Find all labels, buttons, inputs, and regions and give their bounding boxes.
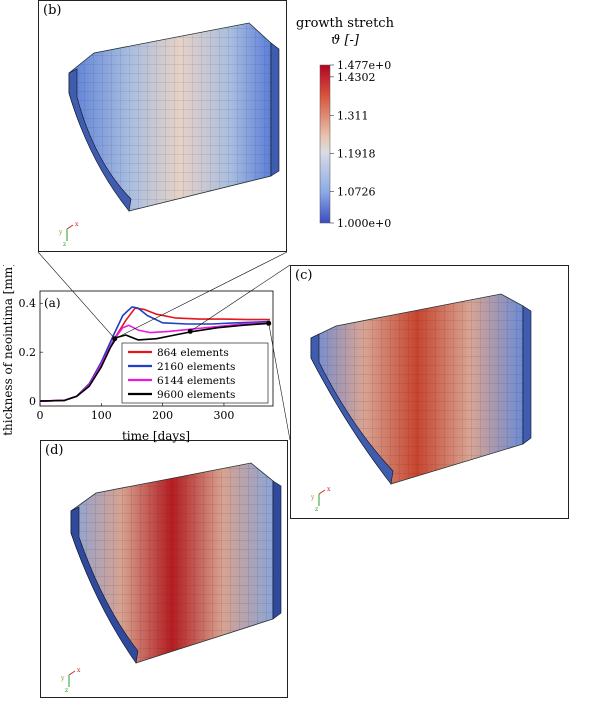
panel-c-render: z y x xyxy=(310,293,532,513)
legend-label: 864 elements xyxy=(157,347,229,359)
colorbar-tick-label: 1.477e+0 xyxy=(337,59,391,72)
triad-y-label: y xyxy=(58,229,63,236)
triad-x-label: x xyxy=(77,667,81,674)
y-tick-label: 0.2 xyxy=(19,346,37,359)
triad-z-label: z xyxy=(65,687,68,694)
colorbar-title-line2: ϑ [-] xyxy=(331,33,360,48)
panel-b-label: (b) xyxy=(43,3,62,18)
axes-triad-b: z y x xyxy=(58,221,79,248)
x-tick-label: 300 xyxy=(213,409,234,422)
triad-z-label: z xyxy=(315,506,318,513)
triad-x-label: x xyxy=(327,486,331,493)
chart-panel-label: (a) xyxy=(44,296,61,310)
axes-triad-d: z y x xyxy=(60,667,81,694)
panel-c-label: (c) xyxy=(295,268,313,283)
panel-b-render: z y x xyxy=(58,22,280,248)
colorbar: growth stretch ϑ [-] 1.477e+01.4302 1.311… xyxy=(296,16,395,230)
chart-xlabel: time [days] xyxy=(122,429,190,443)
x-tick-label: 100 xyxy=(91,409,112,422)
panel-c: (c) z y x xyxy=(290,265,569,519)
colorbar-tick-label: 1.4302 xyxy=(337,71,376,84)
panel-b: (b) z y x xyxy=(38,0,287,252)
legend-label: 9600 elements xyxy=(157,389,235,401)
chart-legend: 864 elements 2160 elements 6144 elements 96… xyxy=(121,342,269,404)
y-tick-label: 0 xyxy=(29,395,36,408)
chart-ticks: 0 100 200 300 0 0.2 0.4 xyxy=(19,297,235,422)
marker-point xyxy=(187,328,193,334)
tube-model-b xyxy=(68,22,280,212)
colorbar-title-line1: growth stretch xyxy=(296,16,395,31)
tube-model-d xyxy=(70,462,282,664)
x-tick-label: 200 xyxy=(152,409,173,422)
chart-ylabel: thickness of neointima [mm] xyxy=(1,265,15,436)
colorbar-tick-label: 1.000e+0 xyxy=(337,217,391,230)
marker-point xyxy=(266,320,272,326)
legend-label: 6144 elements xyxy=(157,375,235,387)
colorbar-gradient xyxy=(319,64,331,224)
colorbar-tick-label: 1.1918 xyxy=(337,147,376,160)
chart-a: (a) 0 100 200 300 0 0.2 0.4 time [days] thickn… xyxy=(1,265,274,443)
triad-y-label: y xyxy=(310,494,315,501)
colorbar-tick-label: 1.0726 xyxy=(337,185,376,198)
panel-d-render: z y x xyxy=(60,462,282,694)
axes-triad-c: z y x xyxy=(310,486,331,513)
colorbar-ticks: 1.477e+01.4302 1.311 1.1918 1.0726 1.000e+0 xyxy=(330,59,391,230)
triad-y-label: y xyxy=(60,675,65,682)
legend-label: 2160 elements xyxy=(157,361,235,373)
y-tick-label: 0.4 xyxy=(19,297,37,310)
tube-model-c xyxy=(310,293,532,485)
panel-d: (d) z y x xyxy=(40,440,288,698)
colorbar-tick-label: 1.311 xyxy=(337,110,369,123)
triad-x-label: x xyxy=(75,221,79,228)
x-tick-label: 0 xyxy=(37,409,44,422)
panel-d-label: (d) xyxy=(45,443,64,458)
marker-point xyxy=(112,336,118,342)
triad-z-label: z xyxy=(63,241,66,248)
